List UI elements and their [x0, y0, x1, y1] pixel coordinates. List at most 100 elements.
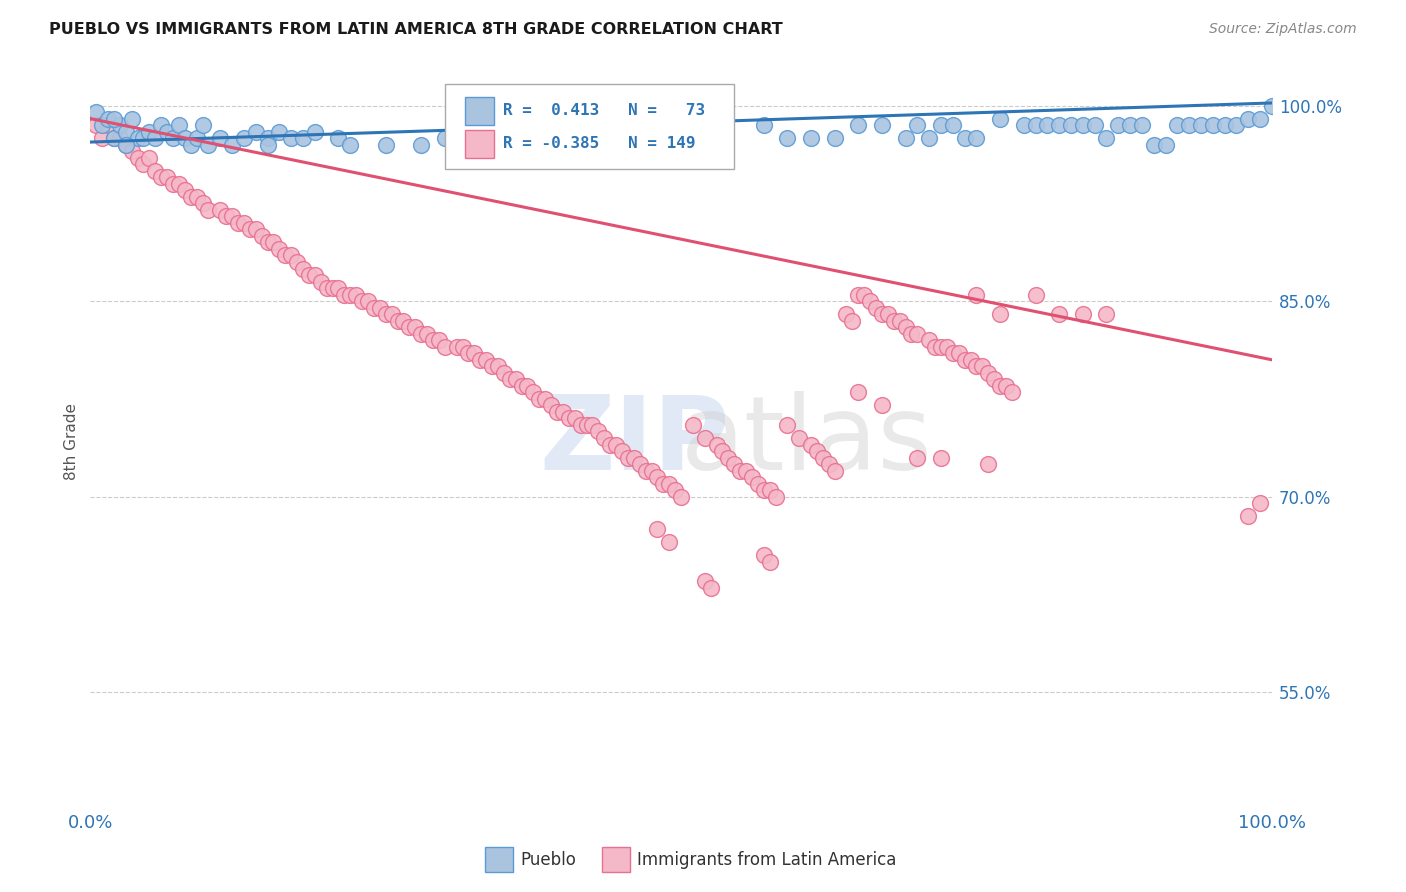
FancyBboxPatch shape [465, 96, 495, 125]
Point [1166, 118, 1188, 132]
Point [610, 131, 633, 145]
Point [900, 326, 922, 341]
Point [1119, 118, 1142, 132]
Point [138, 125, 160, 139]
Point [800, 437, 823, 451]
Point [114, 137, 136, 152]
Point [776, 417, 799, 432]
Point [1189, 118, 1212, 132]
Point [221, 137, 243, 152]
Point [427, 333, 450, 347]
Point [758, 483, 780, 497]
Point [529, 392, 551, 406]
Point [499, 372, 522, 386]
Point [942, 118, 965, 132]
Point [800, 131, 823, 145]
Point [529, 137, 551, 152]
Point [752, 483, 775, 497]
Point [404, 320, 426, 334]
Point [929, 118, 952, 132]
Point [1202, 118, 1225, 132]
Text: PUEBLO VS IMMIGRANTS FROM LATIN AMERICA 8TH GRADE CORRELATION CHART: PUEBLO VS IMMIGRANTS FROM LATIN AMERICA … [49, 22, 783, 37]
Point [162, 177, 184, 191]
Point [905, 118, 928, 132]
Y-axis label: 8th Grade: 8th Grade [65, 403, 79, 480]
Point [245, 125, 267, 139]
Point [1001, 385, 1024, 400]
Text: Pueblo: Pueblo [520, 851, 576, 869]
Point [924, 340, 946, 354]
Point [948, 346, 970, 360]
Point [634, 464, 657, 478]
Point [1047, 118, 1070, 132]
Text: R =  0.413   N =   73: R = 0.413 N = 73 [503, 103, 704, 118]
Point [972, 359, 994, 374]
Point [824, 464, 846, 478]
Point [889, 313, 911, 327]
Point [492, 137, 515, 152]
Point [250, 229, 273, 244]
Point [806, 444, 828, 458]
Point [628, 457, 651, 471]
Point [516, 379, 538, 393]
Point [965, 359, 987, 374]
Point [180, 190, 202, 204]
Point [617, 450, 640, 465]
Point [693, 574, 716, 589]
Point [492, 366, 515, 380]
Point [1178, 118, 1201, 132]
Point [91, 118, 114, 132]
Point [180, 137, 202, 152]
Point [392, 313, 415, 327]
Point [765, 490, 787, 504]
Point [363, 301, 385, 315]
Point [256, 137, 278, 152]
Point [658, 535, 681, 549]
Point [197, 202, 219, 217]
Point [457, 346, 479, 360]
Point [706, 437, 728, 451]
Point [411, 326, 433, 341]
Point [883, 313, 905, 327]
Point [1036, 118, 1059, 132]
Point [918, 333, 941, 347]
Point [859, 294, 882, 309]
Point [416, 326, 439, 341]
Point [245, 222, 267, 236]
Point [870, 118, 893, 132]
Point [191, 196, 214, 211]
Text: R = -0.385   N = 149: R = -0.385 N = 149 [503, 136, 695, 151]
Point [965, 287, 987, 301]
Point [1154, 137, 1177, 152]
Point [97, 118, 120, 132]
Point [846, 287, 869, 301]
Point [870, 398, 893, 412]
Point [322, 281, 344, 295]
Point [150, 170, 173, 185]
Point [127, 131, 149, 145]
Point [1213, 118, 1236, 132]
FancyBboxPatch shape [444, 84, 734, 169]
Point [817, 457, 839, 471]
Point [374, 137, 396, 152]
Point [522, 385, 544, 400]
Point [865, 301, 887, 315]
Point [581, 417, 603, 432]
Point [1025, 118, 1047, 132]
Point [463, 346, 485, 360]
Point [977, 457, 1000, 471]
Point [853, 287, 876, 301]
Point [209, 202, 232, 217]
Point [682, 417, 704, 432]
Point [121, 112, 143, 126]
Point [551, 405, 574, 419]
Point [486, 359, 509, 374]
Point [398, 320, 420, 334]
Point [344, 287, 367, 301]
Point [752, 549, 775, 563]
Point [723, 457, 745, 471]
Point [623, 450, 645, 465]
Point [374, 307, 396, 321]
Point [1249, 496, 1271, 510]
Point [433, 131, 456, 145]
